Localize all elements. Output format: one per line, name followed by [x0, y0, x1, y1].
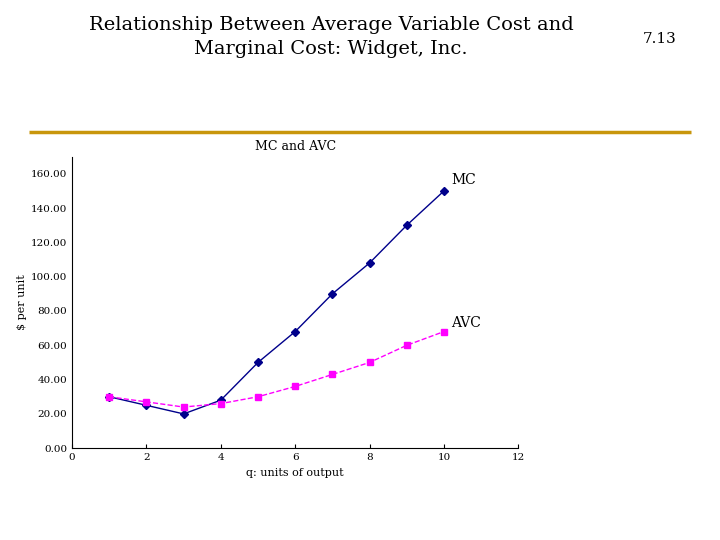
Y-axis label: $ per unit: $ per unit [17, 274, 27, 330]
Text: MC: MC [451, 173, 476, 187]
Title: MC and AVC: MC and AVC [255, 140, 336, 153]
Text: Relationship Between Average Variable Cost and
Marginal Cost: Widget, Inc.: Relationship Between Average Variable Co… [89, 16, 574, 58]
Text: 7.13: 7.13 [643, 32, 677, 46]
X-axis label: q: units of output: q: units of output [246, 468, 344, 477]
Text: AVC: AVC [451, 316, 481, 330]
